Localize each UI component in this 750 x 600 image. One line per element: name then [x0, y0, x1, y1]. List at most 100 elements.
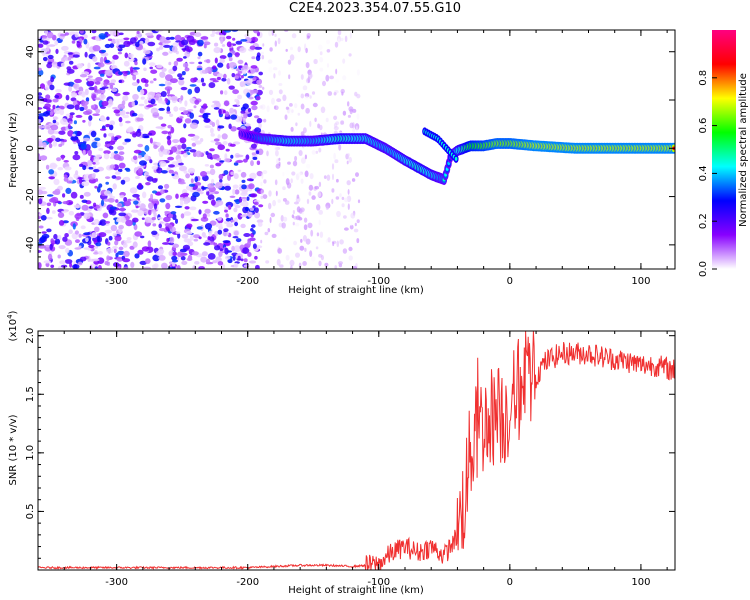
faint-speckle	[285, 48, 288, 52]
noise-speckle	[107, 38, 113, 42]
noise-speckle	[124, 52, 129, 59]
noise-speckle	[91, 141, 99, 149]
noise-speckle	[88, 86, 96, 91]
noise-speckle	[120, 207, 125, 212]
noise-speckle	[204, 223, 213, 230]
noise-speckle	[70, 92, 78, 98]
noise-speckle	[141, 217, 145, 220]
noise-speckle	[82, 149, 86, 156]
noise-speckle	[208, 82, 216, 89]
noise-speckle	[221, 133, 228, 140]
faint-speckle	[264, 231, 269, 236]
faint-speckle	[326, 49, 331, 53]
noise-speckle	[38, 107, 43, 110]
faint-speckle	[272, 199, 276, 207]
noise-speckle	[38, 67, 42, 71]
noise-speckle	[246, 196, 250, 201]
noise-speckle	[122, 258, 131, 263]
noise-speckle	[183, 56, 187, 59]
noise-speckle	[224, 153, 228, 160]
noise-speckle	[159, 221, 164, 224]
noise-speckle	[217, 217, 222, 221]
noise-speckle	[67, 123, 71, 129]
noise-speckle	[83, 110, 91, 115]
faint-speckle	[354, 222, 357, 227]
noise-speckle	[168, 164, 175, 168]
noise-speckle	[63, 177, 69, 182]
noise-speckle	[181, 39, 189, 46]
faint-speckle	[303, 127, 307, 134]
noise-speckle	[225, 148, 230, 152]
noise-speckle	[107, 132, 115, 137]
noise-speckle	[38, 113, 47, 117]
noise-speckle	[203, 44, 207, 49]
noise-speckle	[80, 143, 87, 150]
noise-speckle	[42, 56, 48, 62]
noise-speckle	[66, 180, 73, 184]
faint-speckle	[305, 62, 310, 69]
noise-speckle	[55, 48, 59, 55]
noise-speckle	[256, 79, 262, 85]
noise-speckle	[186, 257, 193, 261]
faint-speckle	[327, 237, 331, 243]
faint-speckle	[261, 55, 265, 60]
noise-speckle	[94, 178, 99, 182]
faint-speckle	[267, 228, 271, 233]
faint-speckle	[268, 89, 274, 96]
noise-speckle	[184, 206, 190, 210]
faint-speckle	[295, 222, 300, 227]
noise-speckle	[175, 231, 181, 234]
noise-speckle	[185, 173, 191, 179]
noise-speckle	[75, 239, 80, 244]
noise-speckle	[96, 235, 101, 243]
noise-speckle	[235, 154, 244, 158]
noise-speckle	[213, 242, 218, 246]
faint-speckle	[297, 112, 301, 116]
noise-speckle	[195, 150, 202, 158]
faint-speckle	[308, 184, 314, 191]
faint-speckle	[260, 189, 265, 196]
noise-speckle	[217, 125, 225, 129]
noise-speckle	[123, 60, 130, 67]
faint-speckle	[303, 224, 308, 231]
faint-speckle	[289, 259, 295, 267]
faint-speckle	[342, 75, 347, 81]
noise-speckle	[152, 209, 156, 214]
noise-speckle	[243, 64, 249, 71]
noise-speckle	[155, 95, 159, 101]
faint-speckle	[334, 159, 339, 164]
noise-speckle	[106, 247, 114, 254]
noise-speckle	[168, 61, 172, 66]
faint-speckle	[341, 196, 345, 200]
noise-speckle	[94, 226, 100, 233]
noise-speckle	[105, 69, 113, 77]
faint-speckle	[285, 106, 289, 110]
faint-speckle	[302, 261, 307, 266]
spectrogram-y-tick-label: 40	[25, 45, 36, 58]
noise-speckle	[109, 43, 115, 48]
noise-speckle	[220, 90, 224, 95]
noise-speckle	[213, 47, 222, 54]
noise-speckle	[38, 213, 43, 217]
noise-speckle	[134, 61, 138, 66]
noise-speckle	[59, 109, 65, 116]
noise-speckle	[38, 244, 46, 249]
colorbar-ticks: 0.0 0.2 0.4 0.6 0.8	[698, 70, 717, 277]
noise-speckle	[178, 106, 186, 111]
noise-speckle	[87, 159, 92, 166]
noise-speckle	[199, 138, 204, 142]
noise-speckle	[229, 195, 236, 198]
faint-speckle	[344, 227, 349, 231]
noise-speckle	[185, 46, 193, 53]
noise-speckle	[144, 171, 150, 176]
noise-speckle	[172, 243, 180, 248]
noise-speckle	[219, 34, 225, 38]
noise-speckle	[157, 217, 163, 220]
noise-speckle	[74, 31, 79, 38]
faint-speckle	[316, 204, 321, 211]
faint-speckle	[332, 241, 335, 247]
noise-speckle	[69, 114, 74, 119]
faint-speckle	[300, 178, 304, 184]
noise-speckle	[132, 133, 137, 138]
noise-speckle	[79, 194, 84, 199]
